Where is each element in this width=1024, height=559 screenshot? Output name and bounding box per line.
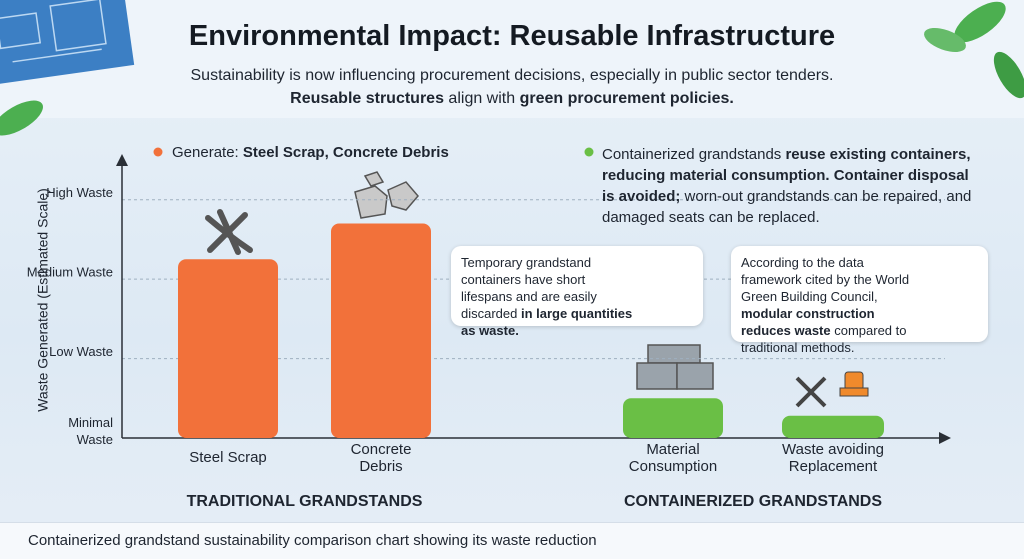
text-segment: Containerized grandstands [602, 146, 786, 163]
y-tick-label: Medium Waste [27, 265, 113, 280]
blueprint-decoration [0, 0, 135, 86]
subtitle-line: Reusable structures align with green pro… [0, 87, 1024, 110]
note-dot [584, 147, 594, 157]
bar [178, 259, 278, 438]
footer [0, 522, 1024, 559]
text-segment: Temporary grandstand containers have sho… [461, 255, 597, 321]
bar [331, 223, 431, 438]
text-segment: worn-out grandstands can be repaired, an… [602, 188, 972, 226]
text-segment: Steel Scrap, Concrete Debris [242, 144, 449, 161]
text-segment: Sustainability is now influencing procur… [190, 67, 834, 84]
text-segment: Reusable structures [290, 90, 444, 107]
repair-icon [795, 371, 869, 408]
y-tick-label: Low Waste [49, 344, 113, 359]
text-segment: in large quantities as waste. [461, 306, 633, 338]
y-tick-label: Minimal Waste [68, 415, 113, 447]
text-segment: According to the data framework cited by… [741, 255, 910, 304]
debris-icon [354, 171, 419, 219]
note-text: Containerized grandstands reuse existing… [602, 144, 982, 228]
callout-box: Temporary grandstand containers have sho… [451, 246, 703, 338]
bar [623, 398, 723, 438]
header-band [0, 0, 1024, 118]
leaf-decoration [0, 1, 1024, 136]
text-segment: align with [443, 90, 520, 107]
title: Environmental Impact: Reusable Infrastru… [188, 20, 836, 52]
text-segment: Generate: [172, 144, 243, 161]
legend-text: Generate: Steel Scrap, Concrete Debris [172, 144, 449, 161]
text-segment: green procurement policies. [519, 90, 734, 107]
text-segment: modular construction reduces waste [741, 306, 875, 338]
callout-box: According to the data framework cited by… [731, 246, 988, 355]
group-label: TRADITIONAL GRANDSTANDS [187, 493, 423, 510]
container-icon [636, 344, 714, 390]
y-axis-label: Waste Generated (Estimated Scale) [35, 188, 51, 412]
legend-dot [153, 147, 163, 157]
text-segment: compared to traditional methods. [741, 323, 907, 355]
text-segment: reuse existing containers, reducing mate… [602, 146, 971, 205]
subtitle: Sustainability is now influencing procur… [0, 64, 1024, 110]
caption: Containerized grandstand sustainability … [28, 532, 597, 549]
steel-icon [205, 209, 253, 255]
subtitle-line: Sustainability is now influencing procur… [0, 64, 1024, 87]
x-tick-label: Steel Scrap [189, 449, 267, 466]
bar [782, 415, 884, 438]
y-tick-label: High Waste [46, 185, 113, 200]
x-tick-label: Waste avoiding Replacement [782, 441, 884, 475]
group-label: CONTAINERIZED GRANDSTANDS [624, 493, 882, 510]
x-tick-label: Concrete Debris [351, 441, 412, 475]
x-tick-label: Material Consumption [629, 441, 717, 475]
